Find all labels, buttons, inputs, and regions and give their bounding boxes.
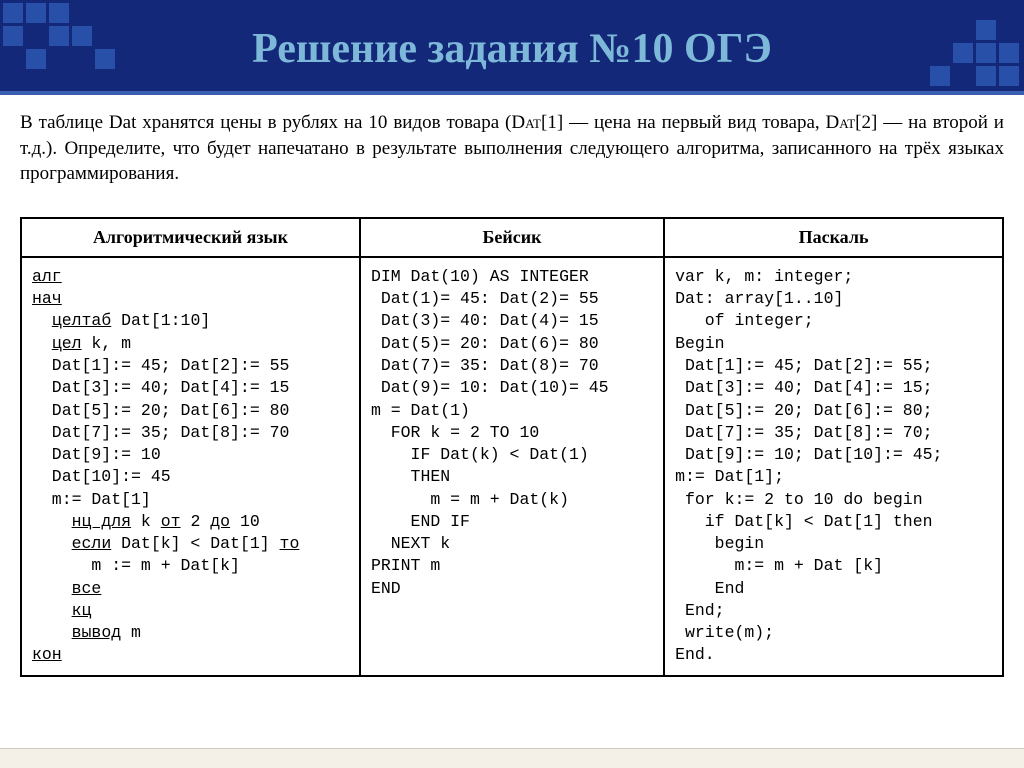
col-header-basic: Бейсик xyxy=(360,218,664,257)
table-code-row: алг нач целтаб Dat[1:10] цел k, m Dat[1]… xyxy=(21,257,1003,676)
slide-title: Решение задания №10 ОГЭ xyxy=(0,0,1024,73)
code-cell-basic: DIM Dat(10) AS INTEGER Dat(1)= 45: Dat(2… xyxy=(360,257,664,676)
decoration-squares-top-left xyxy=(0,0,118,72)
code-cell-algo: алг нач целтаб Dat[1:10] цел k, m Dat[1]… xyxy=(21,257,360,676)
decoration-squares-bottom-right xyxy=(930,20,1019,86)
slide-content: В таблице Dat хранятся цены в рублях на … xyxy=(0,95,1024,692)
slide-header: Решение задания №10 ОГЭ xyxy=(0,0,1024,95)
col-header-pascal: Паскаль xyxy=(664,218,1003,257)
problem-text: В таблице Dat хранятся цены в рублях на … xyxy=(20,110,1004,187)
footer-bar xyxy=(0,748,1024,768)
table-header-row: Алгоритмический язык Бейсик Паскаль xyxy=(21,218,1003,257)
code-comparison-table: Алгоритмический язык Бейсик Паскаль алг … xyxy=(20,217,1004,677)
code-cell-pascal: var k, m: integer; Dat: array[1..10] of … xyxy=(664,257,1003,676)
col-header-algo: Алгоритмический язык xyxy=(21,218,360,257)
